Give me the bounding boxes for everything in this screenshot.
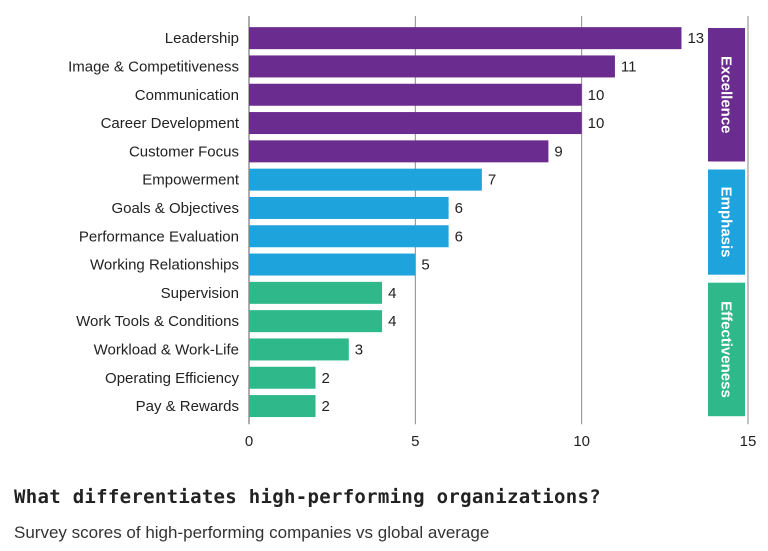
value-label: 6 [455,228,463,245]
value-label: 13 [687,30,704,47]
value-label: 2 [322,398,330,415]
bar [249,395,316,418]
bar [249,281,383,304]
category-label: Goals & Objectives [111,200,239,217]
value-label: 11 [621,58,637,75]
category-label: Workload & Work-Life [94,341,239,358]
bar [249,140,549,163]
bar [249,27,682,50]
category-label: Working Relationships [90,257,239,274]
category-label: Customer Focus [129,143,239,160]
value-label: 10 [588,87,605,104]
bar [249,168,482,191]
value-label: 7 [488,172,496,189]
x-tick-label: 5 [411,433,419,450]
x-tick-label: 15 [740,433,757,450]
value-label: 9 [554,143,562,160]
value-label: 6 [455,200,463,217]
chart-title: What differentiates high-performing orga… [14,486,601,508]
value-label: 5 [421,257,429,274]
group-box [708,169,745,275]
chart-subtitle: Survey scores of high-performing compani… [14,523,490,542]
category-label: Work Tools & Conditions [76,313,239,330]
x-tick-label: 0 [245,433,253,450]
category-label: Performance Evaluation [79,228,239,245]
bar [249,112,582,135]
bar [249,338,349,361]
category-label: Leadership [165,30,239,47]
category-label: Image & Competitiveness [68,58,239,75]
category-label: Operating Efficiency [105,370,239,387]
value-label: 10 [588,115,605,132]
group-label: Effectiveness [718,301,735,398]
value-label: 4 [388,313,396,330]
bar-chart: Leadership 13 Image & Competitiveness 11 Com… [68,16,757,450]
value-label: 4 [388,285,396,302]
bar [249,55,615,78]
group-box [708,282,745,417]
bar [249,366,316,389]
bar [249,253,416,276]
category-label: Supervision [161,285,239,302]
group-box [708,28,745,162]
bar [249,225,449,248]
bar [249,83,582,106]
bar [249,196,449,219]
category-label: Empowerment [142,172,240,189]
group-label: Excellence [718,56,735,134]
category-label: Communication [135,87,239,104]
bar [249,310,383,333]
value-label: 2 [322,370,330,387]
category-label: Career Development [101,115,240,132]
group-label: Emphasis [718,187,735,258]
category-label: Pay & Rewards [136,398,239,415]
x-tick-label: 10 [573,433,590,450]
value-label: 3 [355,341,363,358]
